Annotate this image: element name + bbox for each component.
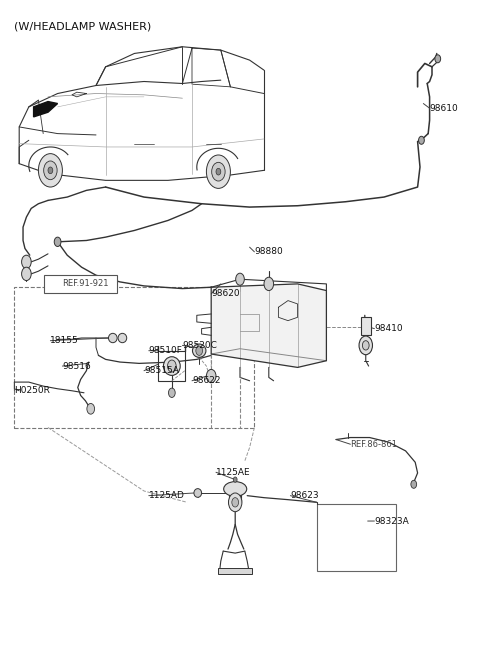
Bar bbox=[218, 568, 252, 574]
Ellipse shape bbox=[163, 357, 180, 375]
Circle shape bbox=[228, 493, 242, 512]
Text: REF.86-861: REF.86-861 bbox=[350, 440, 397, 449]
Bar bbox=[229, 488, 241, 502]
Text: 18155: 18155 bbox=[50, 336, 79, 345]
Text: 98510F: 98510F bbox=[149, 346, 183, 355]
Text: REF.91-921: REF.91-921 bbox=[62, 279, 109, 289]
Text: 1125AE: 1125AE bbox=[216, 468, 251, 477]
Circle shape bbox=[233, 477, 237, 482]
Circle shape bbox=[44, 161, 57, 180]
Circle shape bbox=[54, 237, 61, 246]
Bar bbox=[317, 504, 396, 571]
Text: (W/HEADLAMP WASHER): (W/HEADLAMP WASHER) bbox=[14, 21, 152, 31]
Text: 1125AD: 1125AD bbox=[149, 491, 185, 500]
Circle shape bbox=[359, 336, 372, 355]
Text: 98620: 98620 bbox=[211, 289, 240, 299]
Text: 98410: 98410 bbox=[374, 324, 403, 333]
Bar bbox=[158, 351, 185, 381]
Circle shape bbox=[435, 55, 441, 63]
Circle shape bbox=[168, 388, 175, 397]
Circle shape bbox=[22, 267, 31, 281]
Text: 98610: 98610 bbox=[430, 104, 458, 113]
Ellipse shape bbox=[118, 333, 127, 343]
Circle shape bbox=[196, 346, 203, 355]
Text: 98516: 98516 bbox=[62, 361, 91, 371]
Ellipse shape bbox=[108, 333, 117, 343]
Circle shape bbox=[168, 360, 176, 372]
Circle shape bbox=[206, 155, 230, 188]
Bar bbox=[14, 287, 254, 428]
Circle shape bbox=[236, 273, 244, 285]
Circle shape bbox=[22, 255, 31, 269]
Circle shape bbox=[38, 154, 62, 187]
Polygon shape bbox=[211, 284, 326, 367]
Circle shape bbox=[206, 369, 216, 383]
Text: 98880: 98880 bbox=[254, 247, 283, 257]
Circle shape bbox=[212, 162, 225, 181]
Circle shape bbox=[48, 167, 53, 174]
Circle shape bbox=[362, 341, 369, 350]
Text: 98623: 98623 bbox=[290, 491, 319, 500]
Circle shape bbox=[411, 480, 417, 488]
FancyBboxPatch shape bbox=[44, 275, 117, 293]
Text: 98515A: 98515A bbox=[144, 366, 179, 375]
Text: 98520C: 98520C bbox=[182, 341, 217, 350]
Text: H0250R: H0250R bbox=[14, 386, 50, 395]
Text: 98622: 98622 bbox=[192, 376, 220, 385]
Circle shape bbox=[216, 168, 221, 175]
Ellipse shape bbox=[224, 482, 247, 496]
Bar bbox=[361, 317, 371, 335]
Circle shape bbox=[419, 136, 424, 144]
Text: 98323A: 98323A bbox=[374, 516, 409, 526]
Circle shape bbox=[264, 277, 274, 291]
Ellipse shape bbox=[194, 488, 202, 497]
Circle shape bbox=[232, 498, 239, 507]
Ellipse shape bbox=[192, 344, 206, 357]
Circle shape bbox=[87, 403, 95, 414]
Polygon shape bbox=[34, 102, 58, 117]
